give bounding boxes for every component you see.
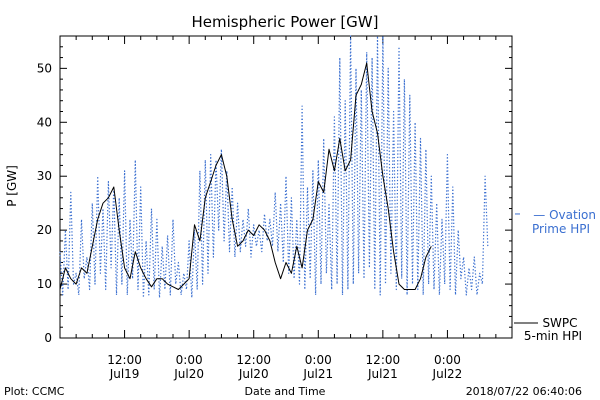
plot-timestamp: 2018/07/22 06:40:06 [466, 385, 582, 398]
legend-label-ovation-line1: — Ovation [533, 208, 596, 222]
legend-label-ovation-line2: Prime HPI [532, 222, 590, 236]
plot-credit: Plot: CCMC [4, 385, 65, 398]
y-tick-label: 30 [37, 169, 52, 183]
x-tick-label-date: Jul20 [238, 367, 269, 381]
x-tick-label-date: Jul21 [302, 367, 333, 381]
x-tick-label-time: 0:00 [434, 353, 461, 367]
x-axis-ticks: 12:00Jul190:00Jul2012:00Jul200:00Jul2112… [59, 36, 513, 381]
series-line-swpc [59, 62, 432, 290]
x-tick-label-time: 12:00 [366, 353, 401, 367]
x-tick-label-date: Jul22 [432, 367, 463, 381]
y-tick-label: 10 [37, 277, 52, 291]
x-tick-label-time: 12:00 [236, 353, 271, 367]
x-tick-label-date: Jul19 [109, 367, 140, 381]
x-tick-label-time: 0:00 [176, 353, 203, 367]
legend-label-swpc-line1: SWPC [542, 316, 577, 330]
y-tick-label: 20 [37, 223, 52, 237]
x-tick-label-date: Jul20 [173, 367, 204, 381]
y-tick-label: 50 [37, 61, 52, 75]
x-axis-label: Date and Time [245, 385, 326, 398]
legend-label-swpc-line2: 5-min HPI [524, 329, 582, 343]
y-tick-label: 40 [37, 115, 52, 129]
series-layer [59, 35, 489, 299]
y-tick-label: 0 [44, 331, 52, 345]
y-axis-ticks: 0 10 20 30 40 50 [37, 35, 512, 345]
x-tick-label-time: 0:00 [305, 353, 332, 367]
chart-title: Hemispheric Power [GW] [192, 13, 379, 31]
x-tick-label-date: Jul21 [367, 367, 398, 381]
x-tick-label-time: 12:00 [107, 353, 142, 367]
y-axis-label: P [GW] [5, 165, 19, 207]
